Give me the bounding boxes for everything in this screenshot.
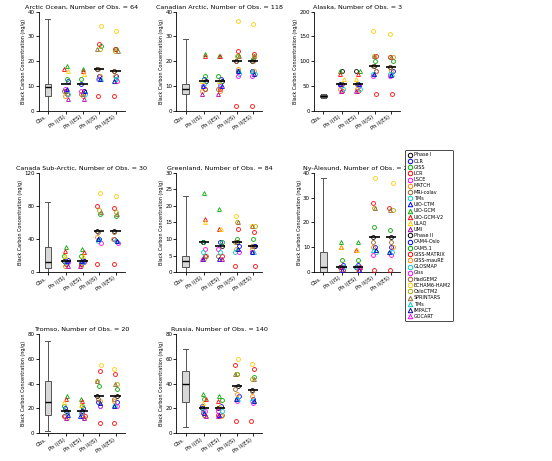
- Bar: [182, 255, 189, 267]
- Title: Arctic Ocean, Number of Obs. = 64: Arctic Ocean, Number of Obs. = 64: [25, 5, 138, 10]
- Y-axis label: Black Carbon Concentration (ng/g): Black Carbon Concentration (ng/g): [296, 180, 301, 265]
- Y-axis label: Black Carbon Concentration (ng/g): Black Carbon Concentration (ng/g): [293, 19, 298, 104]
- Title: Alaska, Number of Obs. = 3: Alaska, Number of Obs. = 3: [312, 5, 402, 10]
- Bar: [45, 247, 51, 268]
- Title: Canadian Arctic, Number of Obs. = 118: Canadian Arctic, Number of Obs. = 118: [156, 5, 283, 10]
- Y-axis label: Black Carbon Concentration (ng/g): Black Carbon Concentration (ng/g): [21, 341, 26, 426]
- Y-axis label: Black Carbon Concentration (ng/g): Black Carbon Concentration (ng/g): [159, 180, 164, 265]
- Bar: [320, 252, 327, 272]
- Bar: [182, 371, 189, 402]
- Y-axis label: Black Carbon Concentration (ng/g): Black Carbon Concentration (ng/g): [18, 180, 23, 265]
- Bar: [45, 83, 51, 96]
- Title: Tromso, Number of Obs. = 20: Tromso, Number of Obs. = 20: [34, 327, 129, 332]
- Title: Greenland, Number of Obs. = 84: Greenland, Number of Obs. = 84: [167, 166, 272, 171]
- Title: Russia, Number of Obs. = 140: Russia, Number of Obs. = 140: [171, 327, 268, 332]
- Title: Canada Sub-Arctic, Number of Obs. = 30: Canada Sub-Arctic, Number of Obs. = 30: [16, 166, 147, 171]
- Bar: [320, 95, 327, 97]
- Bar: [45, 381, 51, 415]
- Y-axis label: Black Carbon Concentration (ng/g): Black Carbon Concentration (ng/g): [21, 19, 26, 104]
- Bar: [182, 83, 189, 94]
- Y-axis label: Black Carbon Concentration (ng/g): Black Carbon Concentration (ng/g): [159, 19, 164, 104]
- Legend: Phase I, OLR, GISS, LCR, LSCE, MATCH, MRi-colav, TMs, UIO-CTM, UIO-GCM, UIO-GCM-: Phase I, OLR, GISS, LCR, LSCE, MATCH, MR…: [405, 150, 453, 321]
- Title: Ny-Ålesund, Number of Obs. = 26: Ny-Ålesund, Number of Obs. = 26: [303, 165, 412, 171]
- Y-axis label: Black Carbon Concentration (ng/g): Black Carbon Concentration (ng/g): [159, 341, 164, 426]
